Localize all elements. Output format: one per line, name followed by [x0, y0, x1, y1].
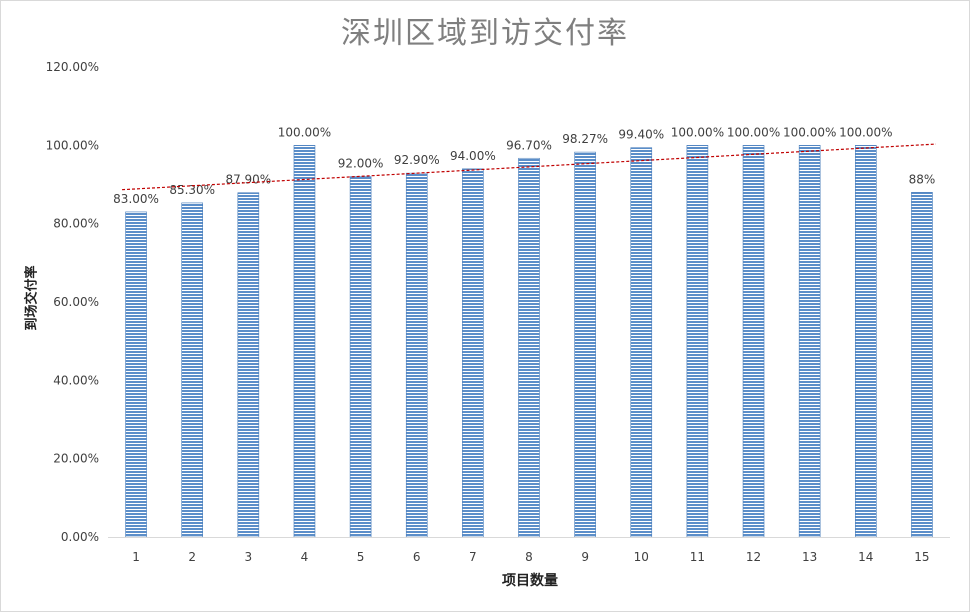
x-tick-label: 1 [132, 550, 140, 564]
x-axis: 1 2 3 4 5 6 7 8 9 10 11 12 13 14 15 [108, 537, 950, 564]
data-label: 99.40% [618, 128, 664, 142]
y-tick-label: 0.00% [61, 530, 99, 544]
data-label: 100.00% [671, 125, 724, 139]
data-label: 85.30% [169, 183, 215, 197]
bars [125, 145, 933, 538]
bar [798, 145, 821, 538]
x-tick-label: 12 [746, 550, 761, 564]
x-tick-label: 7 [469, 550, 477, 564]
data-label: 96.70% [506, 138, 552, 152]
bar [405, 172, 428, 538]
y-tick-label: 60.00% [53, 295, 99, 309]
x-tick-label: 9 [581, 550, 589, 564]
y-tick-label: 20.00% [53, 452, 99, 466]
bar [518, 157, 540, 538]
x-tick-label: 6 [413, 550, 421, 564]
x-tick-label: 5 [357, 550, 365, 564]
bar [742, 145, 765, 538]
x-tick-label: 13 [802, 550, 817, 564]
y-tick-label: 120.00% [46, 60, 99, 74]
y-tick-label: 80.00% [53, 217, 99, 231]
x-tick-label: 14 [858, 550, 873, 564]
data-label: 100.00% [727, 125, 780, 139]
x-tick-label: 15 [914, 550, 929, 564]
data-label: 88% [909, 172, 936, 186]
bar [462, 168, 484, 538]
x-tick-label: 2 [188, 550, 196, 564]
trendline-group [121, 143, 937, 191]
bar [854, 145, 877, 538]
bar [911, 192, 933, 538]
x-tick-label: 11 [690, 550, 705, 564]
bar [349, 176, 372, 538]
bar [293, 145, 316, 538]
data-label: 92.00% [338, 157, 384, 171]
data-label: 94.00% [450, 149, 496, 163]
data-label: 98.27% [562, 132, 608, 146]
chart-title: 深圳区域到访交付率 [341, 16, 629, 51]
x-tick-label: 10 [634, 550, 649, 564]
bar [125, 211, 147, 538]
y-tick-label: 40.00% [53, 373, 99, 387]
x-tick-label: 3 [245, 550, 253, 564]
bar [181, 202, 203, 538]
x-axis-label: 项目数量 [502, 573, 558, 589]
trendline [121, 143, 937, 191]
bar [237, 192, 260, 538]
data-label: 92.90% [394, 153, 440, 167]
bar [630, 147, 653, 538]
data-label: 100.00% [839, 125, 892, 139]
y-axis-ticks: 0.00% 20.00% 40.00% 60.00% 80.00% 100.00% 120.… [46, 60, 99, 544]
data-label: 87.90% [225, 173, 271, 187]
x-tick-label: 8 [525, 550, 533, 564]
data-labels: 83.00% 85.30% 87.90% 100.00% 92.00% 92.90% 94.… [113, 125, 935, 206]
data-label: 100.00% [278, 125, 331, 139]
bar [574, 151, 596, 538]
bar [686, 145, 709, 538]
y-tick-label: 100.00% [46, 138, 99, 152]
data-label: 100.00% [783, 125, 836, 139]
x-tick-label: 4 [301, 550, 309, 564]
data-label: 83.00% [113, 192, 159, 206]
